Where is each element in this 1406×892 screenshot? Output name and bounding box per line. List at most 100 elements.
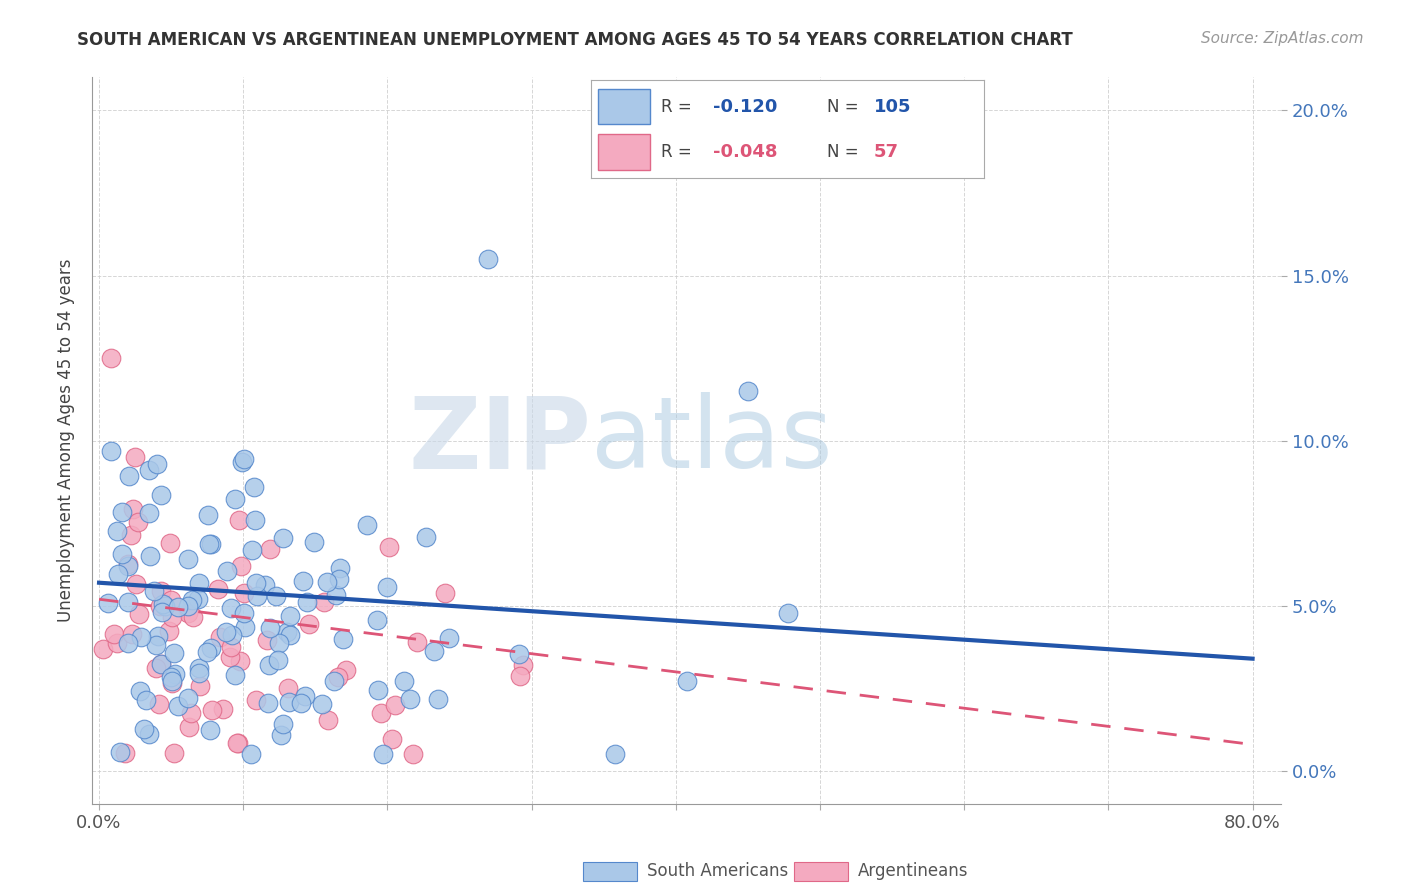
Point <box>207 582 229 597</box>
Point <box>163 746 186 760</box>
Point <box>427 692 450 706</box>
Point <box>159 670 181 684</box>
Point <box>219 601 242 615</box>
Point <box>117 636 139 650</box>
Text: atlas: atlas <box>592 392 834 489</box>
Point <box>150 584 173 599</box>
Point <box>157 624 180 638</box>
FancyBboxPatch shape <box>599 134 650 169</box>
Point <box>512 658 534 673</box>
Point <box>406 635 429 649</box>
Point <box>221 628 243 642</box>
Point <box>399 692 422 706</box>
Point <box>148 697 170 711</box>
Point <box>187 576 209 591</box>
Point <box>146 457 169 471</box>
Point <box>233 607 256 621</box>
Point <box>233 620 256 634</box>
Point <box>477 252 499 266</box>
Point <box>163 667 186 681</box>
Point <box>143 583 166 598</box>
Point <box>138 462 160 476</box>
Point <box>129 631 152 645</box>
Point <box>97 596 120 610</box>
Point <box>159 536 181 550</box>
Point <box>100 444 122 458</box>
Point <box>200 537 222 551</box>
Point <box>302 534 325 549</box>
Point <box>177 551 200 566</box>
Point <box>118 468 141 483</box>
Point <box>114 746 136 760</box>
Point <box>276 624 298 639</box>
Point <box>122 502 145 516</box>
Point <box>198 723 221 737</box>
Point <box>290 696 312 710</box>
Text: 105: 105 <box>875 98 911 116</box>
Point <box>366 613 388 627</box>
Point <box>316 714 339 728</box>
FancyBboxPatch shape <box>599 89 650 124</box>
Point <box>167 698 190 713</box>
Point <box>370 706 392 720</box>
Point <box>231 454 253 468</box>
Point <box>294 690 316 704</box>
Point <box>132 722 155 736</box>
Point <box>225 736 247 750</box>
Point <box>181 609 204 624</box>
Point <box>371 747 394 762</box>
Point <box>160 610 183 624</box>
Y-axis label: Unemployment Among Ages 45 to 54 years: Unemployment Among Ages 45 to 54 years <box>58 259 75 623</box>
Point <box>256 696 278 710</box>
Point <box>257 658 280 673</box>
Text: R =: R = <box>661 143 692 161</box>
Text: -0.120: -0.120 <box>713 98 778 116</box>
Point <box>177 607 200 621</box>
Point <box>127 515 149 529</box>
Point <box>209 630 232 644</box>
Point <box>259 542 281 557</box>
Point <box>322 673 344 688</box>
Point <box>117 595 139 609</box>
Point <box>508 647 530 661</box>
Point <box>229 654 252 668</box>
Point <box>111 547 134 561</box>
Point <box>394 674 416 689</box>
Text: South Americans: South Americans <box>647 863 787 880</box>
Point <box>778 606 800 620</box>
Point <box>267 653 290 667</box>
Point <box>224 667 246 681</box>
Point <box>224 491 246 506</box>
Point <box>121 627 143 641</box>
Point <box>162 673 184 688</box>
Point <box>245 692 267 706</box>
Point <box>152 597 174 611</box>
Point <box>226 736 249 750</box>
Text: Source: ZipAtlas.com: Source: ZipAtlas.com <box>1201 31 1364 46</box>
Point <box>297 595 319 609</box>
Point <box>278 608 301 623</box>
Point <box>149 657 172 671</box>
Point <box>219 640 242 654</box>
Point <box>269 635 291 649</box>
Point <box>232 585 254 599</box>
Point <box>139 549 162 563</box>
Point <box>228 513 250 527</box>
Point <box>107 566 129 581</box>
Point <box>325 588 347 602</box>
Point <box>259 621 281 635</box>
Point <box>242 479 264 493</box>
Point <box>198 537 221 551</box>
Point <box>292 574 315 589</box>
Point <box>328 572 350 586</box>
Point <box>603 747 626 762</box>
Point <box>240 543 263 558</box>
Point <box>103 627 125 641</box>
Point <box>125 577 148 591</box>
Point <box>384 698 406 712</box>
Point <box>197 508 219 523</box>
Point <box>314 595 336 609</box>
Point <box>200 641 222 656</box>
Point <box>160 676 183 690</box>
Point <box>149 657 172 671</box>
